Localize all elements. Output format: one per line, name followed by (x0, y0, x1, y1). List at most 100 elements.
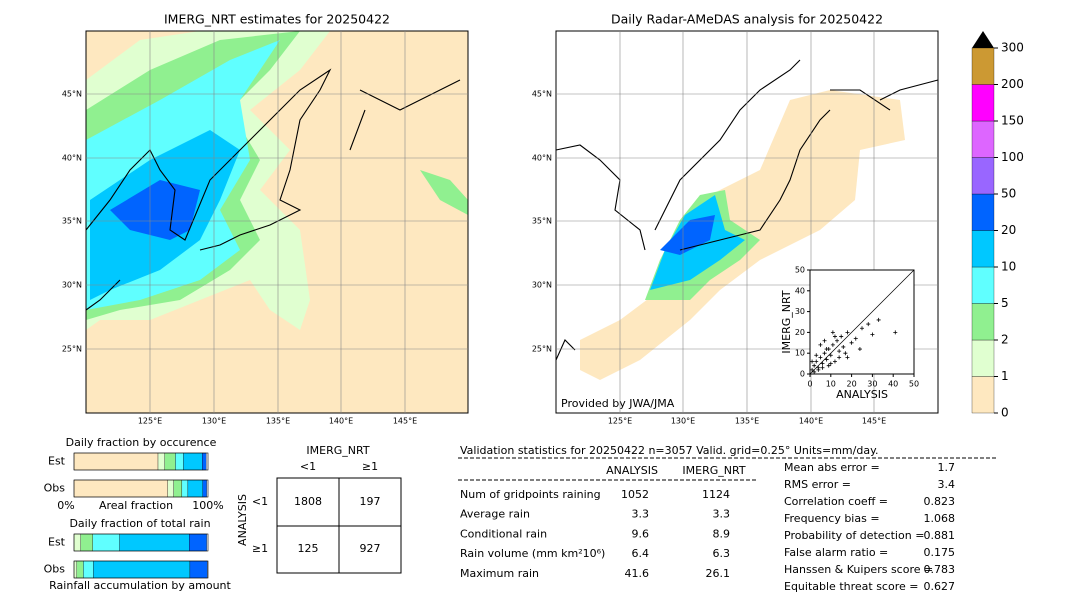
row-label: <1 (252, 495, 268, 508)
table-cell: 197 (360, 495, 381, 508)
stat-value: 8.9 (713, 527, 731, 540)
colorbar-label: 200 (1001, 77, 1024, 91)
bar-frame (73, 452, 209, 471)
lon-label: 130°E (202, 417, 226, 426)
stat-value: 3.3 (713, 508, 731, 521)
point (820, 365, 825, 370)
point (826, 363, 831, 368)
colorbar-label: 1 (1001, 369, 1009, 383)
bar-segment (73, 560, 77, 579)
point (832, 334, 837, 339)
point (830, 330, 835, 335)
score-value: 0.783 (924, 563, 956, 576)
bar-segment (93, 560, 191, 579)
point (816, 367, 821, 372)
stat-name: Conditional rain (460, 527, 547, 540)
colorbar-label: 2 (1001, 333, 1009, 347)
colorbar-label: 100 (1001, 150, 1024, 164)
lon-label: 140°E (329, 417, 353, 426)
point (843, 351, 848, 356)
lon-label: 125°E (138, 417, 162, 426)
lat-label: 30°N (532, 281, 552, 290)
bar-segment (157, 452, 165, 471)
point (835, 338, 840, 343)
colorbar-extend (972, 31, 994, 48)
lat-label: 40°N (532, 154, 552, 163)
column-label: ANALYSIS (606, 464, 658, 477)
bar-frame (73, 560, 209, 579)
score-name: Probability of detection = (784, 529, 924, 542)
x-tick-label: 30 (867, 380, 877, 389)
score-name: Correlation coeff = (784, 495, 888, 508)
stat-value: 26.1 (706, 567, 731, 580)
colorbar-segment (971, 157, 995, 195)
bar-frame (73, 479, 209, 498)
point (830, 342, 835, 347)
lon-label: 145°E (393, 417, 417, 426)
colorbar-segment (971, 376, 995, 414)
lon-label: 135°E (735, 417, 759, 426)
point (814, 353, 819, 358)
score-name: Hanssen & Kuipers score = (784, 563, 933, 576)
point (822, 351, 827, 356)
point (814, 359, 819, 364)
rain-area (660, 215, 715, 255)
score-name: False alarm ratio = (784, 546, 888, 559)
point (849, 340, 854, 345)
point (820, 361, 825, 366)
point (845, 330, 850, 335)
score-value: 0.627 (924, 580, 956, 593)
table-cell: 927 (360, 542, 381, 555)
stat-value: 6.3 (713, 547, 731, 560)
colorbar-label: 5 (1001, 296, 1009, 310)
point (857, 347, 862, 352)
point (828, 353, 833, 358)
x-tick-label: 100% (192, 499, 223, 512)
colorbar-segment (971, 193, 995, 231)
lat-label: 30°N (62, 281, 82, 290)
lon-label: 145°E (862, 417, 886, 426)
rain-area (420, 170, 468, 215)
bar-segment (173, 479, 183, 498)
colorbar-segment (971, 230, 995, 268)
colorbar-segment (971, 303, 995, 341)
column-label: ≥1 (362, 460, 378, 473)
map-title: IMERG_NRT estimates for 20250422 (164, 12, 390, 27)
lat-label: 25°N (532, 345, 552, 354)
y-tick-label: 0 (800, 370, 805, 379)
row-label: Obs (44, 482, 66, 495)
bar-segment (76, 560, 84, 579)
y-tick-label: 20 (795, 328, 805, 337)
lat-label: 35°N (532, 217, 552, 226)
table-cell: 1808 (294, 495, 322, 508)
bar-segment (167, 479, 174, 498)
lat-label: 40°N (62, 154, 82, 163)
colorbar-segment (971, 339, 995, 377)
stat-name: Rain volume (mm km²10⁶) (460, 547, 605, 560)
point (860, 326, 864, 331)
stat-value: 1052 (621, 488, 649, 501)
bar-segment (189, 560, 208, 579)
y-axis-label: IMERG_NRT (780, 290, 793, 353)
point (812, 369, 817, 374)
x-tick-label: 40 (888, 380, 898, 389)
y-tick-label: 50 (795, 266, 805, 275)
score-value: 1.7 (938, 461, 956, 474)
bar-segment (187, 479, 203, 498)
colorbar-segment (971, 47, 995, 85)
point (866, 322, 871, 327)
colorbar-label: 150 (1001, 114, 1024, 128)
coastline (85, 68, 332, 251)
diagonal (809, 269, 915, 375)
x-tick-label: 50 (909, 380, 919, 389)
colorbar-segment (971, 120, 995, 158)
point (839, 334, 844, 339)
x-axis-label: Areal fraction (99, 499, 173, 512)
bar-segment (92, 533, 120, 552)
colorbar-label: 10 (1001, 260, 1016, 274)
point (818, 342, 823, 347)
stat-name: Maximum rain (460, 567, 539, 580)
point (824, 357, 829, 362)
score-value: 0.881 (924, 529, 956, 542)
row-label: Est (48, 536, 66, 549)
